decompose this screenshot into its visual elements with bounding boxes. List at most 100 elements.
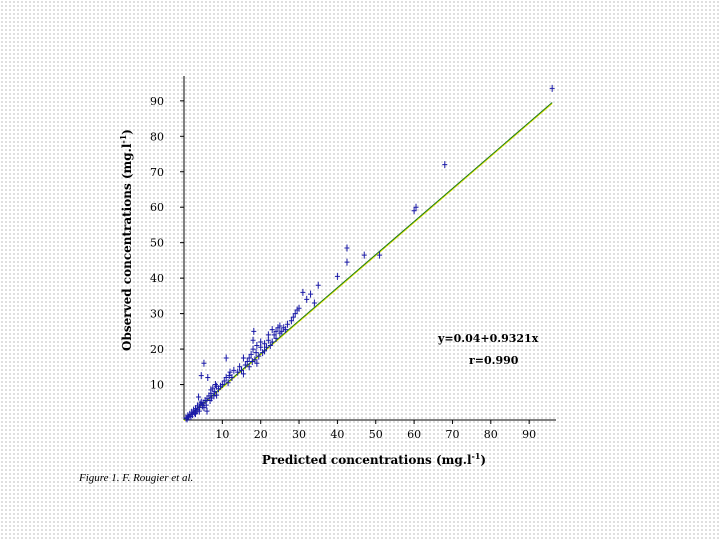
x-axis-ticks: 10 20 30 40 50 60 70 80 90: [215, 420, 536, 441]
data-point: [279, 327, 285, 335]
data-point: [229, 373, 235, 381]
y-tick-label: 70: [150, 166, 164, 179]
data-point: [304, 295, 310, 303]
x-tick-label: 90: [522, 428, 536, 441]
data-point: [277, 322, 283, 330]
data-points: [183, 84, 555, 423]
y-tick-label: 50: [150, 237, 164, 250]
y-tick-label: 40: [150, 272, 164, 285]
data-point: [227, 368, 233, 376]
data-point: [256, 352, 262, 360]
y-tick-label: 30: [150, 308, 164, 321]
data-point: [442, 161, 448, 169]
data-point: [214, 391, 220, 399]
data-point: [254, 342, 260, 350]
data-point: [265, 331, 271, 339]
data-point: [311, 299, 317, 307]
data-point: [296, 304, 302, 312]
data-point: [411, 207, 417, 215]
data-point: [196, 407, 202, 415]
x-tick-label: 60: [407, 428, 421, 441]
data-point: [219, 381, 225, 389]
data-point: [269, 326, 275, 334]
data-point: [271, 331, 277, 339]
data-point: [262, 340, 268, 348]
x-tick-label: 20: [254, 428, 268, 441]
x-tick-label: 40: [330, 428, 344, 441]
data-point: [315, 281, 321, 289]
data-point: [285, 320, 291, 328]
data-point: [250, 336, 256, 344]
data-point: [235, 368, 241, 376]
x-tick-label: 10: [215, 428, 229, 441]
data-point: [246, 363, 252, 371]
data-point: [203, 401, 209, 409]
y-tick-label: 90: [150, 95, 164, 108]
y-tick-label: 60: [150, 201, 164, 214]
data-point: [377, 251, 383, 259]
data-point: [269, 338, 275, 346]
data-point: [273, 334, 279, 342]
data-point: [239, 366, 245, 374]
data-point: [189, 411, 195, 419]
data-point: [201, 359, 207, 367]
data-point: [250, 345, 256, 353]
data-point: [263, 343, 269, 351]
fit-line-highlight: [183, 102, 553, 422]
data-point: [283, 326, 289, 334]
data-point: [246, 354, 252, 362]
x-tick-label: 50: [369, 428, 383, 441]
data-point: [242, 361, 248, 369]
data-point: [254, 359, 260, 367]
data-point: [226, 372, 232, 380]
data-point: [223, 354, 229, 362]
data-point: [251, 327, 257, 335]
data-point: [225, 379, 231, 387]
data-point: [205, 373, 211, 381]
x-tick-label: 70: [445, 428, 459, 441]
data-point: [344, 244, 350, 252]
data-point: [334, 272, 340, 280]
regression-line: [183, 102, 553, 422]
data-point: [273, 327, 279, 335]
data-point: [267, 342, 273, 350]
y-tick-label: 80: [150, 130, 164, 143]
y-axis-ticks: 10 20 30 40 50 60 70 80 90: [150, 95, 184, 392]
data-point: [292, 310, 298, 318]
equation-annotation: y=0.04+0.9321x: [437, 332, 539, 345]
data-point: [240, 370, 246, 378]
data-point: [361, 251, 367, 259]
data-point: [212, 381, 218, 389]
data-point: [196, 393, 202, 401]
data-point: [249, 357, 255, 365]
y-tick-label: 10: [150, 379, 164, 392]
data-point: [237, 363, 243, 371]
r-annotation: r=0.990: [469, 354, 519, 367]
data-point: [253, 349, 259, 357]
data-point: [300, 288, 306, 296]
data-point: [344, 258, 350, 266]
data-point: [290, 313, 296, 321]
data-point: [231, 366, 237, 374]
data-point: [248, 350, 254, 358]
data-point: [211, 392, 217, 400]
data-point: [258, 338, 264, 346]
x-tick-label: 80: [484, 428, 498, 441]
data-point: [223, 373, 229, 381]
data-point: [198, 372, 204, 380]
figure-caption: Figure 1. F. Rougier et al.: [79, 472, 194, 484]
data-point: [413, 203, 419, 211]
x-tick-label: 30: [292, 428, 306, 441]
x-axis-title: Predicted concentrations (mg.l-1): [262, 451, 486, 467]
data-point: [212, 388, 218, 396]
data-point: [252, 356, 258, 364]
data-point: [186, 413, 192, 421]
y-tick-label: 20: [150, 343, 164, 356]
data-point: [549, 84, 555, 92]
data-point: [240, 354, 246, 362]
data-point: [262, 347, 268, 355]
data-point: [308, 290, 314, 298]
data-point: [210, 384, 216, 392]
data-point: [197, 400, 203, 408]
